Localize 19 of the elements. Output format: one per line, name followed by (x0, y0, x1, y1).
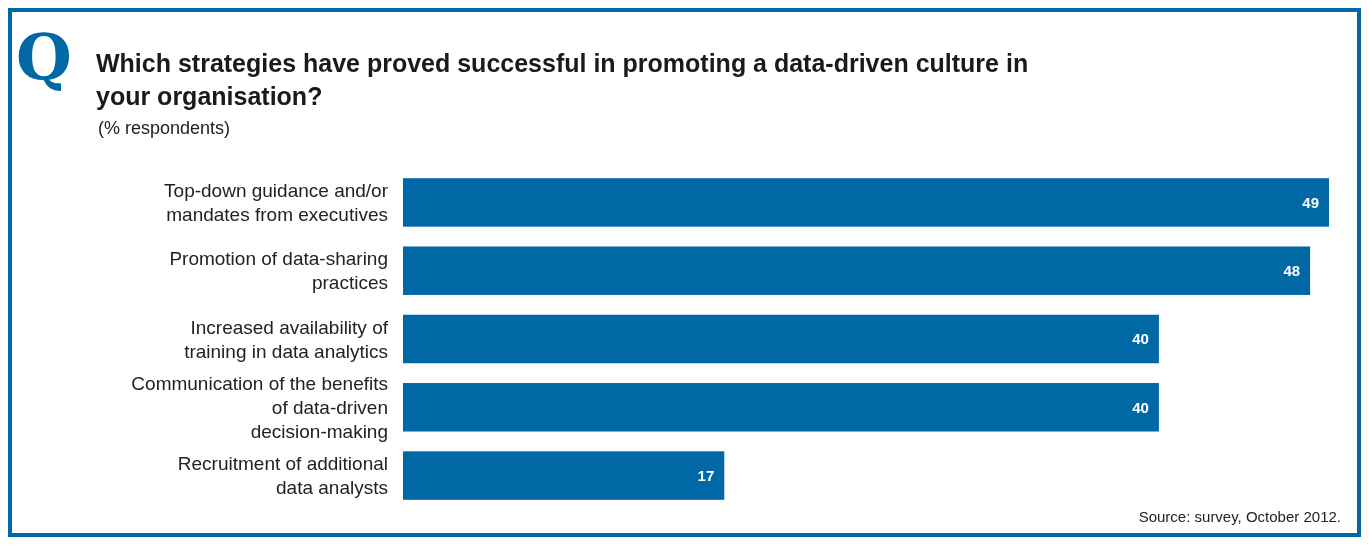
bar (403, 314, 1159, 364)
y-tick-label: Recruitment of additional data analysts (177, 453, 388, 499)
data-label: 49 (1302, 193, 1319, 211)
bar (403, 383, 1159, 432)
text: (% respondents) (98, 118, 231, 138)
bar (403, 246, 1311, 295)
chart-title: Which strategies have proved successful in promoting a data-driven culture in your organisation? (96, 49, 1029, 110)
data-label: 40 (1132, 330, 1149, 348)
y-tick-label: Communication of the benefits of data-driven decision-making (131, 372, 388, 442)
y-tick-label: Promotion of data-sharing practices (169, 248, 388, 294)
y-tick-label: Top-down guidance and/or mandates from executives (164, 180, 389, 226)
data-label: 40 (1132, 398, 1149, 416)
bar (403, 178, 1329, 227)
bar (403, 451, 725, 500)
data-label: 17 (697, 466, 715, 484)
text: Q (16, 20, 72, 95)
y-tick-label: Increased availability of training in data analytics (184, 316, 389, 362)
data-label: 48 (1283, 261, 1301, 279)
annotation: Source: survey, October 2012. (1138, 508, 1341, 525)
